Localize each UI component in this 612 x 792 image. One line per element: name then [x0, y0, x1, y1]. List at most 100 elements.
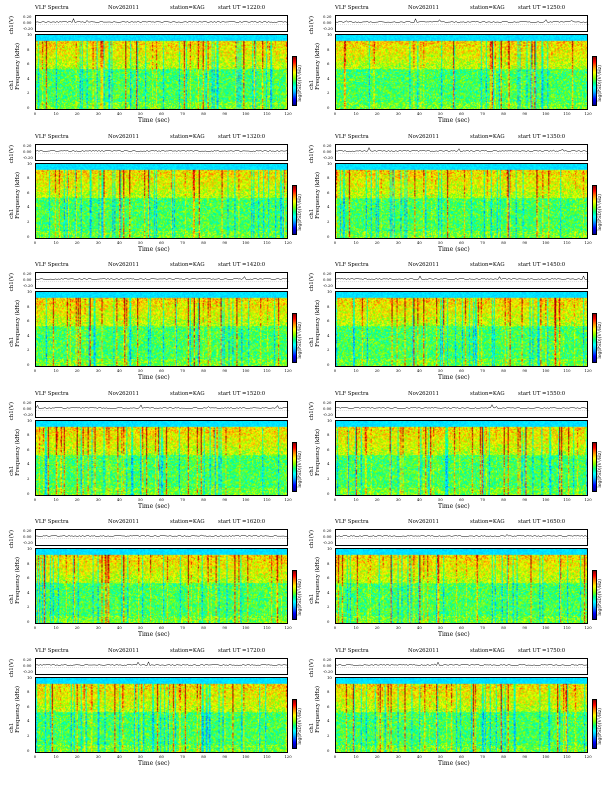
- ts-plot: [35, 272, 289, 289]
- ts-trace-svg: [335, 275, 589, 282]
- colorbar-label: log(PSD)(V²/Hz): [598, 322, 603, 359]
- start-prefix: start UT =: [518, 647, 547, 654]
- start-prefix: start UT =: [218, 519, 247, 525]
- x-tick: 60: [159, 496, 164, 502]
- start-ut: 1520:0: [246, 390, 266, 397]
- freq-tick: 8: [27, 432, 30, 438]
- x-tick: 80: [501, 625, 507, 630]
- x-tick: 70: [480, 239, 485, 245]
- panel-date: Nov262011: [108, 133, 140, 140]
- ts-tick: 0.20: [23, 142, 32, 148]
- spectrogram-plot: [335, 162, 588, 239]
- ts-trace: [335, 534, 589, 537]
- freq-tick: 8: [327, 689, 330, 695]
- freq-tick: 10: [327, 32, 332, 37]
- start-ut: 1650:0: [546, 519, 566, 525]
- x-tick: 0: [333, 753, 337, 759]
- x-tick: 20: [374, 239, 380, 245]
- freq-tick: 6: [27, 189, 30, 195]
- spectrogram-panel: VLF Spectra Nov262011 station=KAG start UT …: [8, 389, 306, 517]
- start-prefix: start UT =: [218, 5, 247, 11]
- freq-tick: 4: [327, 461, 330, 467]
- freq-tick: 4: [27, 204, 30, 210]
- freq-tick: 4: [27, 589, 30, 595]
- start-prefix: start UT =: [218, 133, 247, 140]
- spectrogram-canvas: [336, 163, 587, 238]
- x-tick: 80: [201, 496, 207, 502]
- x-tick: 20: [74, 368, 80, 373]
- spectrogram-plot: [35, 162, 288, 239]
- start-ut: 1220:0: [246, 5, 266, 11]
- freq-tick: 4: [327, 589, 330, 595]
- x-tick: 40: [116, 111, 122, 116]
- freq-tick: 2: [327, 347, 330, 353]
- freq-tick: 6: [327, 61, 330, 67]
- freq-tick: 4: [327, 204, 330, 210]
- spectrogram-panel: VLF Spectra Nov262011 station=KAG start UT …: [8, 260, 306, 388]
- freq-tick: 4: [27, 461, 30, 467]
- panel-header: VLF Spectra Nov262011 station=KAG start UT …: [308, 646, 606, 656]
- panel-header: VLF Spectra Nov262011 station=KAG start UT …: [8, 646, 306, 656]
- spectrogram-canvas: [36, 292, 287, 366]
- colorbar: [592, 184, 597, 235]
- freq-ylabel-text: Frequency (kHz): [15, 685, 21, 733]
- ts-tick: 0.20: [323, 528, 332, 533]
- colorbar: [292, 184, 297, 235]
- ts-plot: [35, 657, 289, 675]
- x-tick: 10: [353, 753, 359, 759]
- x-tick: 60: [459, 625, 464, 630]
- x-tick: 60: [159, 239, 164, 245]
- spectrogram-plot: [35, 548, 288, 624]
- ts-plot: [35, 143, 289, 161]
- start-ut: 1550:0: [546, 390, 566, 397]
- freq-tick: 4: [327, 332, 330, 338]
- panel-start: start UT =1450:0: [518, 262, 565, 268]
- x-tick: 20: [374, 111, 380, 116]
- x-tick: 30: [95, 368, 101, 373]
- freq-ylabel: ch1 Frequency (kHz): [309, 172, 321, 219]
- x-tick: 100: [542, 753, 550, 759]
- x-tick: 30: [95, 753, 101, 759]
- colorbar: [592, 441, 597, 492]
- start-prefix: start UT =: [218, 262, 247, 268]
- ts-trace-svg: [35, 534, 289, 539]
- ts-trace-svg: [35, 17, 289, 25]
- panel-start: start UT =1520:0: [218, 391, 265, 397]
- panel-date: Nov262011: [408, 390, 440, 397]
- x-tick: 30: [95, 625, 101, 630]
- x-tick: 60: [459, 368, 464, 373]
- x-tick: 100: [542, 239, 550, 245]
- colorbar: [292, 698, 297, 749]
- ts-trace: [35, 276, 289, 280]
- x-tick: 0: [333, 496, 337, 502]
- ts-tick: 0.00: [23, 20, 32, 25]
- freq-tick: 2: [327, 90, 330, 96]
- x-tick: 60: [459, 753, 464, 759]
- freq-tick: 10: [27, 417, 32, 423]
- panel-date: Nov262011: [108, 647, 140, 654]
- freq-tick: 8: [27, 175, 30, 181]
- ts-trace-svg: [35, 403, 289, 411]
- freq-tick: 6: [327, 318, 330, 324]
- ts-trace: [335, 403, 589, 409]
- x-tick: 0: [33, 753, 37, 759]
- ts-trace: [35, 149, 289, 152]
- ts-trace-svg: [335, 661, 589, 668]
- ts-trace: [335, 661, 589, 666]
- panel-date: Nov262011: [108, 519, 140, 525]
- start-ut: 1750:0: [546, 647, 566, 654]
- ts-tick: -0.20: [23, 411, 33, 417]
- spectrogram-canvas: [36, 549, 287, 623]
- x-tick: 120: [284, 625, 292, 630]
- ts-tick: 0.20: [23, 528, 32, 533]
- freq-tick: 8: [27, 303, 30, 309]
- spectrogram-canvas: [36, 163, 287, 238]
- x-tick: 100: [242, 239, 250, 245]
- ts-plot: [35, 529, 289, 546]
- x-tick: 80: [501, 239, 507, 245]
- freq-tick: 6: [327, 575, 330, 581]
- x-tick: 50: [137, 368, 143, 373]
- colorbar-label: log(PSD)(V²/Hz): [598, 65, 603, 102]
- freq-tick: 10: [327, 289, 332, 294]
- ts-ylabel: ch1(V): [9, 401, 15, 420]
